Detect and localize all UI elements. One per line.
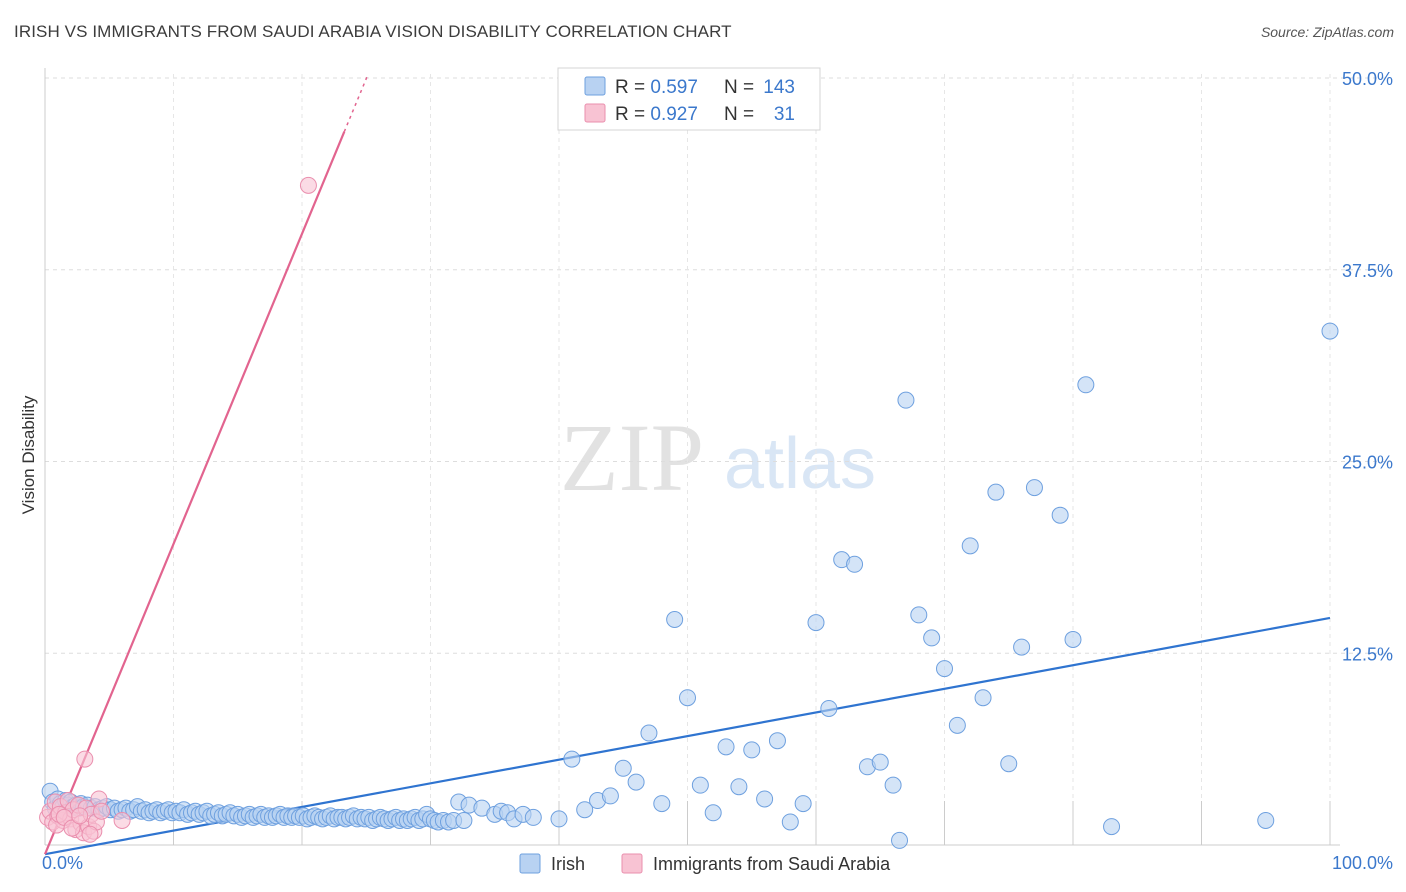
irish-point [1025, 479, 1043, 497]
svg-text:N =: N = [724, 77, 754, 98]
irish-point [666, 611, 684, 629]
irish-point [974, 689, 992, 707]
irish-point [1321, 322, 1339, 340]
irish-point [730, 778, 748, 796]
x-tick-label-max: 100.0% [1332, 853, 1393, 873]
saudi-point [76, 750, 94, 768]
trend-line-saudi-extension [343, 74, 369, 132]
bottom-legend: Irish Immigrants from Saudi Arabia [519, 853, 891, 874]
tick-labels: 12.5% 25.0% 37.5% 50.0% 0.0% 100.0% [42, 69, 1393, 873]
irish-point [524, 808, 542, 826]
y-tick-label: 37.5% [1342, 261, 1393, 281]
bottom-legend-swatch-irish [519, 853, 541, 874]
irish-point [1013, 638, 1031, 656]
irish-point [455, 811, 473, 829]
irish-point [717, 738, 735, 756]
watermark-atlas: atlas [724, 424, 876, 504]
irish-point [614, 759, 632, 777]
saudi-point [71, 807, 89, 825]
trend-line-saudi [43, 131, 346, 855]
irish-point [871, 753, 889, 771]
irish-point [576, 801, 594, 819]
irish-point [1000, 755, 1018, 773]
irish-point [627, 773, 645, 791]
irish-point [1077, 376, 1095, 394]
irish-point [794, 795, 812, 813]
irish-point [679, 689, 696, 707]
irish-point [987, 483, 1005, 501]
saudi-point [93, 802, 111, 820]
bottom-legend-label-saudi: Immigrants from Saudi Arabia [653, 854, 891, 874]
chart-title: IRISH VS IMMIGRANTS FROM SAUDI ARABIA VI… [14, 22, 732, 41]
svg-text:R = 0.927: R = 0.927 [615, 104, 698, 125]
x-tick-label-min: 0.0% [42, 853, 83, 873]
svg-text:R = 0.597: R = 0.597 [615, 77, 698, 98]
irish-point [936, 660, 953, 678]
bottom-legend-swatch-saudi [621, 853, 643, 874]
legend-r-label-2: R = [615, 104, 650, 125]
irish-point [820, 699, 838, 717]
irish-point [563, 750, 581, 768]
legend-n-value-2: 31 [774, 104, 795, 125]
y-tick-label: 12.5% [1342, 644, 1393, 664]
legend-r-value-2: 0.927 [650, 104, 698, 125]
legend-r-label-1: R = [615, 77, 650, 98]
grid-lines [45, 74, 1390, 845]
irish-point [1257, 811, 1275, 829]
irish-point [897, 391, 915, 409]
irish-point [891, 831, 909, 849]
legend-r-value-1: 0.597 [650, 77, 698, 98]
legend-n-label-1: N = [724, 77, 754, 98]
y-tick-label: 50.0% [1342, 69, 1393, 89]
legend-n-label-2: N = [724, 104, 754, 125]
irish-point [653, 795, 671, 813]
irish-point [781, 813, 799, 831]
irish-point [768, 732, 786, 750]
irish-point [884, 776, 902, 794]
irish-point [550, 810, 568, 828]
legend-box: R = 0.597 N = 143 R = 0.927 N = 31 [557, 67, 821, 131]
legend-swatch-saudi [584, 103, 606, 123]
irish-point [691, 776, 709, 794]
irish-point [910, 606, 928, 624]
saudi-point [63, 819, 81, 837]
bottom-legend-label-irish: Irish [551, 854, 585, 874]
y-axis-label: Vision Disability [19, 395, 38, 514]
svg-text:N =: N = [724, 104, 754, 125]
irish-point [704, 804, 722, 822]
saudi-point [299, 176, 317, 194]
irish-point [807, 614, 825, 632]
data-points [39, 176, 1339, 849]
source-label: Source: ZipAtlas.com [1260, 24, 1394, 40]
irish-point [743, 741, 761, 759]
irish-point [1064, 630, 1082, 648]
y-tick-label: 25.0% [1342, 453, 1393, 473]
irish-point [961, 537, 979, 555]
irish-point [601, 787, 619, 805]
irish-point [1103, 818, 1121, 836]
irish-point [923, 629, 941, 647]
irish-point [948, 716, 966, 734]
irish-point [756, 790, 774, 808]
saudi-point [81, 825, 99, 843]
irish-point [1051, 506, 1069, 524]
legend-swatch-irish [584, 76, 606, 96]
legend-n-value-1: 143 [763, 77, 795, 98]
irish-point [846, 555, 864, 573]
irish-point [640, 724, 658, 742]
saudi-point [113, 811, 131, 829]
watermark-zip: ZIP [560, 404, 704, 511]
